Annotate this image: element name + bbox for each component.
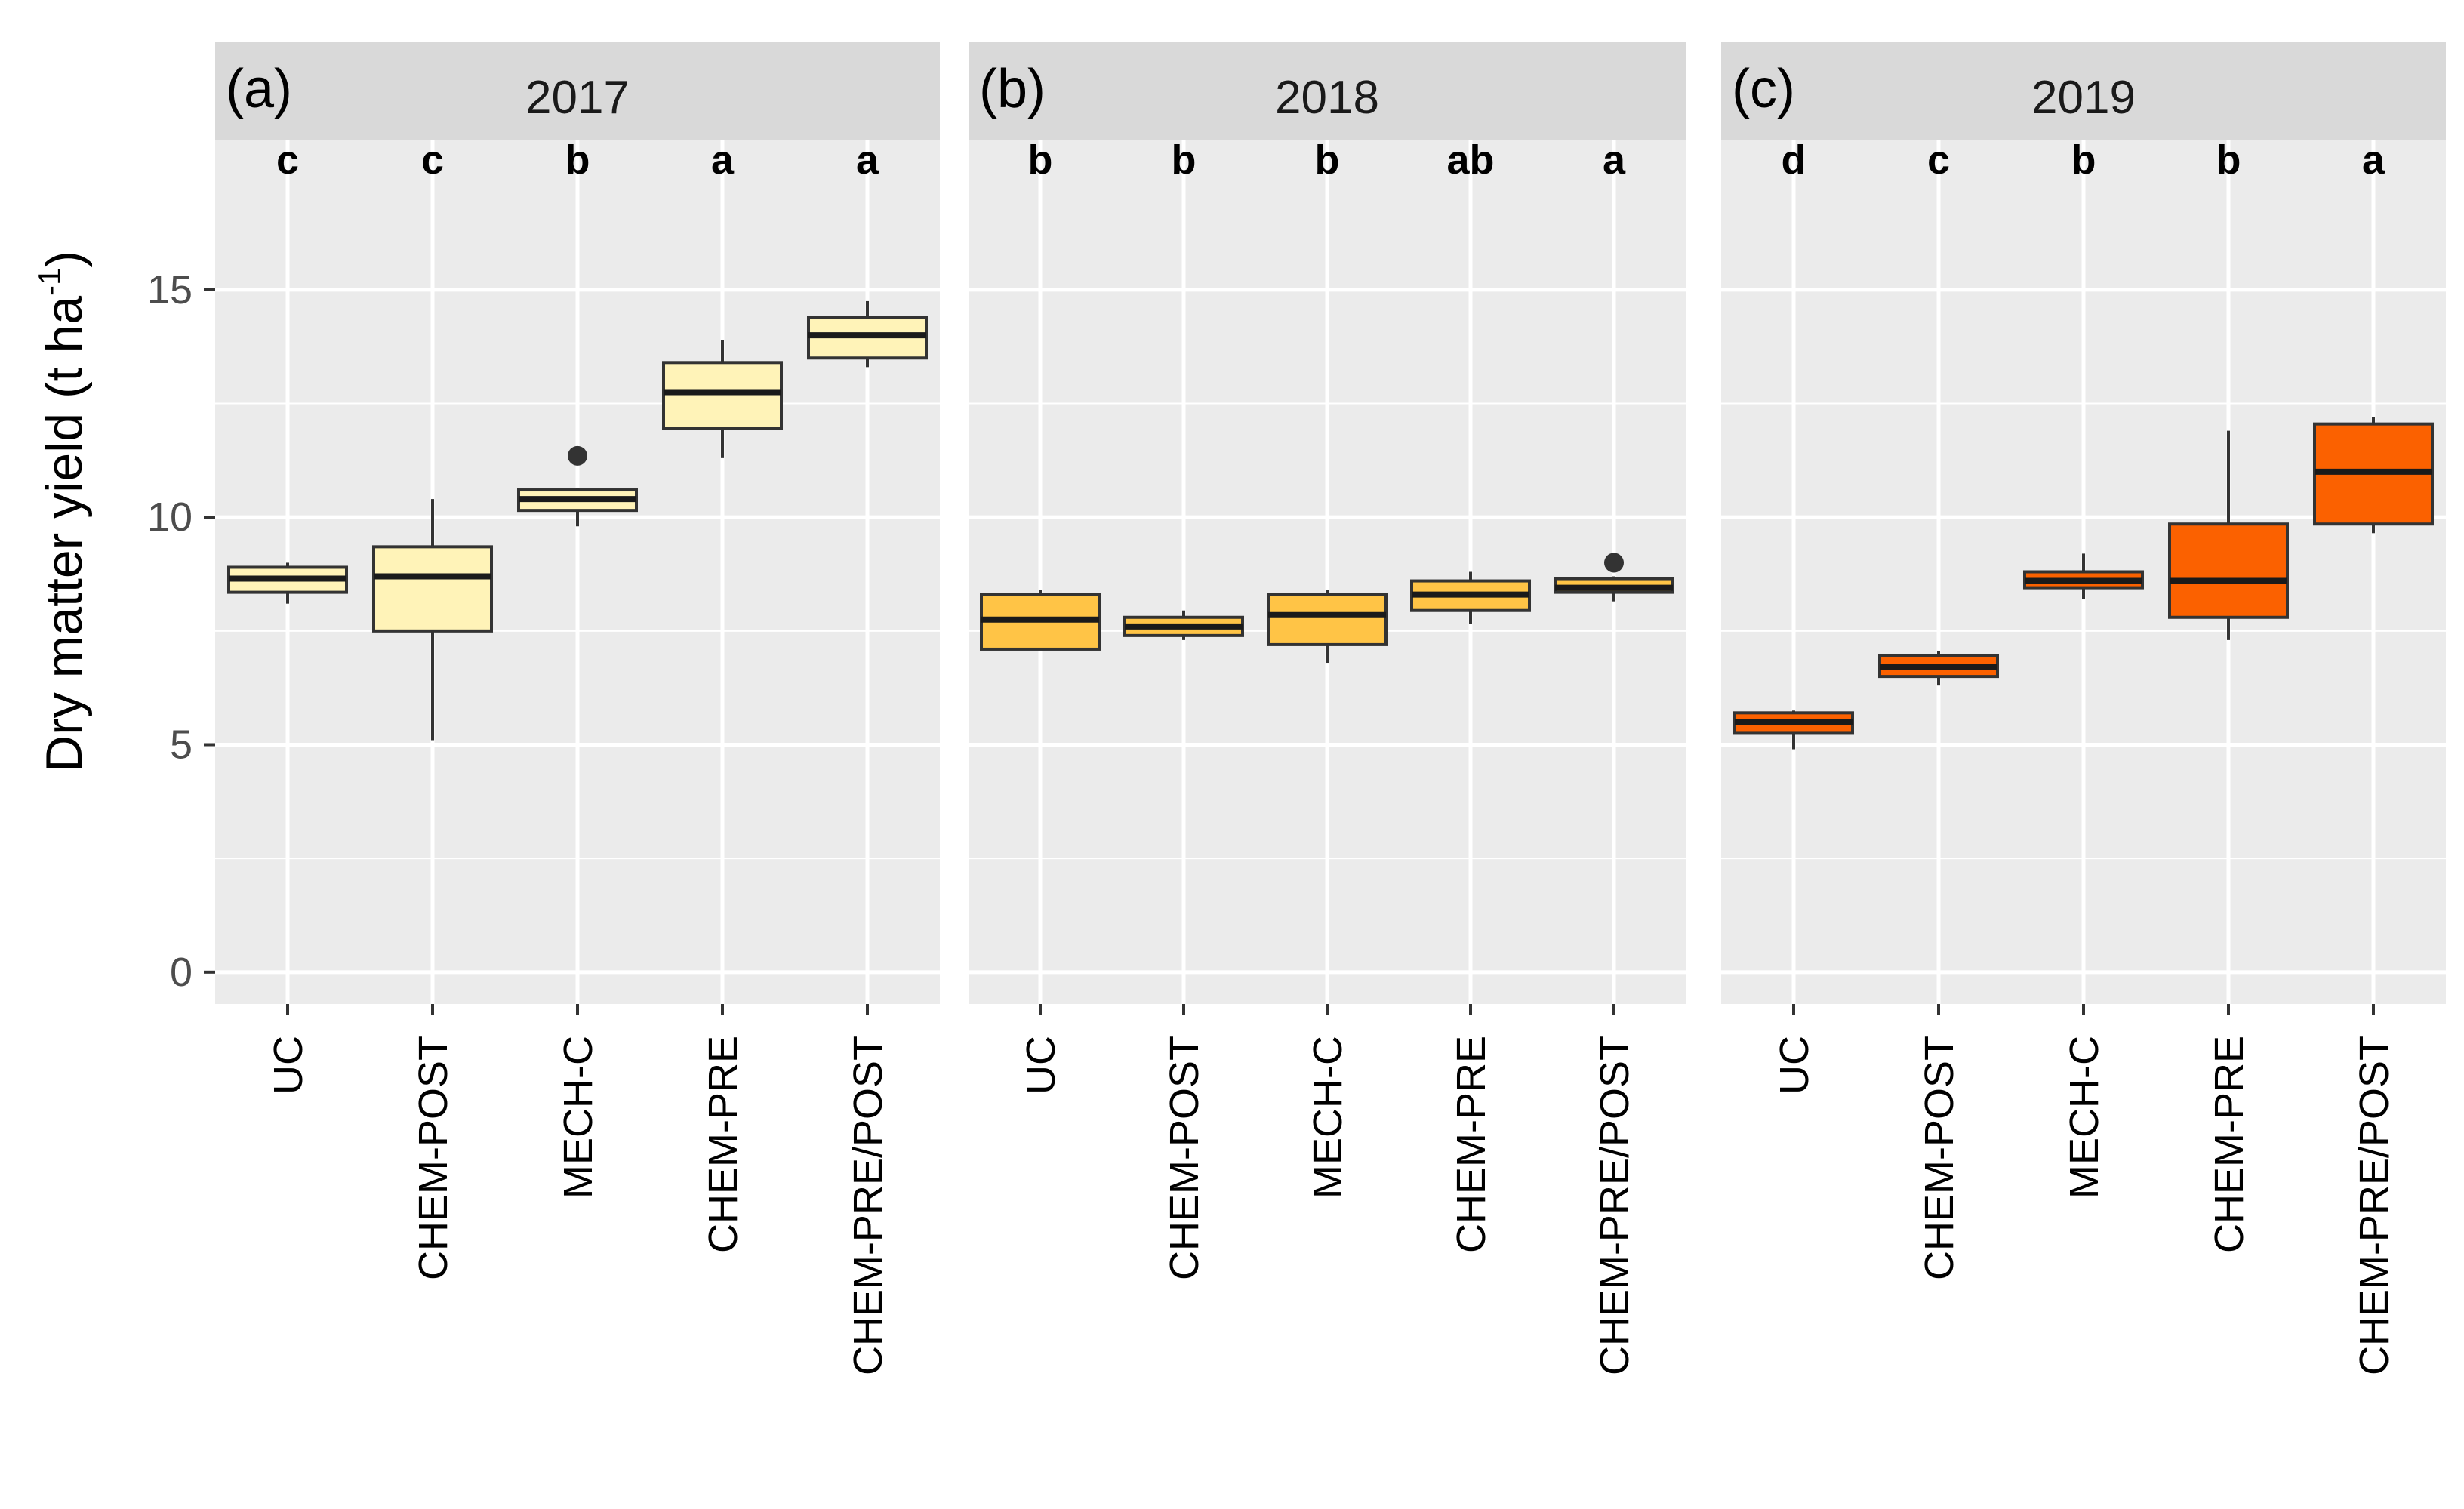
panel-2019: 2019 (c) d UC c CHEM-POST b MECH-C b CHEM-PRE a CHE… [1721,42,2446,1375]
significance-letter: b [1028,137,1053,183]
facet-strip-title: 2018 [1275,72,1379,124]
x-tick-label: CHEM-PRE/POST [2352,1036,2397,1375]
y-axis-title-suffix: ) [35,251,93,268]
x-tick-label: CHEM-POST [411,1036,456,1280]
x-tick-label: MECH-C [1305,1036,1351,1199]
significance-letter: b [2071,137,2096,183]
box-CHEM-PRE/POST [807,300,928,368]
y-tick-label: 10 [147,494,192,540]
y-tick-label: 15 [147,267,192,313]
panel-tag: (a) [226,59,292,119]
significance-letter: c [1927,137,1950,183]
box-CHEM-PRE [662,340,783,458]
significance-letter: c [421,137,444,183]
x-tick-label: CHEM-PRE/POST [1592,1036,1637,1375]
significance-letter: a [1603,137,1626,183]
y-axis-label: Dry matter yield (t ha-1) [32,251,93,772]
significance-letter: b [565,137,590,183]
significance-letter: b [1315,137,1340,183]
x-tick-label: MECH-C [2062,1036,2107,1199]
x-tick-label: CHEM-PRE [701,1036,746,1253]
panel-tag: (b) [979,59,1046,119]
box-MECH-C [1267,590,1388,664]
x-tick-label: UC [266,1036,311,1095]
x-tick-label: CHEM-PRE [2207,1036,2252,1253]
x-tick-label: CHEM-PRE [1449,1036,1494,1253]
outlier-point [568,445,587,466]
y-axis-title-superscript: -1 [32,268,67,296]
box-CHEM-PRE/POST [2313,417,2434,534]
box-CHEM-POST [1123,610,1244,640]
box-MECH-C [517,445,638,527]
x-tick-label: CHEM-POST [1917,1036,1962,1280]
panel-tag: (c) [1732,59,1795,119]
significance-letter: b [2216,137,2241,183]
box-iqr [2168,522,2289,619]
facet-strip [1721,42,2446,140]
x-tick-label: CHEM-POST [1162,1036,1207,1280]
facet-strip [215,42,940,140]
box-CHEM-PRE [1410,571,1531,624]
y-axis-title: Dry matter yield (t ha-1) [32,251,93,772]
x-tick-label: UC [1018,1036,1064,1095]
box-CHEM-POST [372,499,493,741]
box-iqr [372,545,493,633]
significance-letter: b [1172,137,1197,183]
box-UC [1733,710,1854,750]
box-CHEM-POST [1878,651,1999,686]
y-axis-title-main: Dry matter yield (t ha [35,296,93,772]
significance-letter: a [711,137,735,183]
box-CHEM-PRE/POST [1554,553,1674,602]
significance-letter: c [276,137,299,183]
box-UC [227,562,348,604]
facet-strip-title: 2019 [2031,72,2136,124]
box-UC [980,590,1101,651]
facet-strip [969,42,1686,140]
panel-2018: 2018 (b) b UC b CHEM-POST b MECH-C ab CHEM-PRE a CH… [969,42,1686,1375]
box-iqr [1267,593,1388,646]
significance-letter: ab [1446,137,1494,183]
y-tick-label: 5 [170,722,192,768]
box-iqr [662,361,783,430]
panel-2017: 2017 (a) c UC c CHEM-POST b MECH-C a CHEM-PRE a CHE… [215,42,940,1375]
box-CHEM-PRE [2168,430,2289,640]
x-tick-label: CHEM-PRE/POST [845,1036,891,1375]
x-tick-label: UC [1772,1036,1817,1095]
box-MECH-C [2023,553,2144,599]
significance-letter: d [1782,137,1806,183]
outlier-point [1604,553,1624,573]
facet-panels: 2017 (a) c UC c CHEM-POST b MECH-C a CHEM-PRE a CHE… [215,42,2446,1375]
x-tick-label: MECH-C [556,1036,601,1199]
y-axis-ticks: 0 5 10 15 [147,267,215,995]
significance-letter: a [2362,137,2385,183]
significance-letter: a [856,137,879,183]
y-tick-label: 0 [170,950,192,995]
facet-strip-title: 2017 [525,72,630,124]
